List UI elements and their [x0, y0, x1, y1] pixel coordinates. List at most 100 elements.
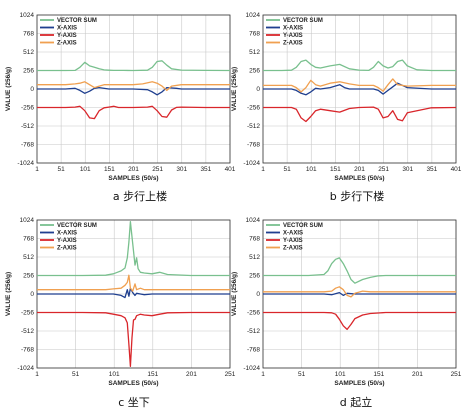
x-tick-label: 51 [284, 166, 292, 173]
y-axis-label: VALUE (256/g) [5, 67, 12, 111]
panel-caption: b 步行下楼 [330, 189, 384, 203]
y-tick-label: 512 [249, 254, 260, 261]
series-line-vector-sum [263, 59, 456, 72]
series-line-y-axis [263, 311, 456, 331]
y-tick-label: 768 [249, 31, 260, 38]
series-line-z-axis [263, 286, 456, 298]
chart-panel-3: 1 51 101 151 201 25110247685122560-256-512-76… [5, 217, 236, 409]
y-tick-label: 0 [30, 86, 34, 93]
legend-entry: Z-AXIS [57, 41, 77, 47]
y-tick-label: -256 [247, 310, 260, 317]
series-line-y-axis [37, 311, 230, 367]
y-tick-label: -1024 [17, 365, 34, 372]
x-tick-label: 51 [298, 371, 306, 378]
panel-caption: c 坐下 [118, 396, 150, 409]
x-tick-label: 251 [451, 371, 462, 378]
y-tick-label: 0 [256, 86, 260, 93]
series-line-y-axis [263, 106, 457, 123]
x-tick-label: 101 [109, 371, 120, 378]
panel-caption: d 起立 [340, 395, 372, 409]
legend-entry: Z-AXIS [57, 246, 77, 252]
y-tick-label: 0 [256, 291, 260, 298]
x-tick-label: 151 [147, 371, 158, 378]
series-line-z-axis [37, 81, 230, 92]
x-tick-label: 301 [176, 166, 187, 173]
y-tick-label: -1024 [17, 160, 34, 167]
x-tick-label: 351 [200, 166, 211, 173]
x-axis-label: SAMPLES (50/s) [334, 380, 384, 387]
y-tick-label: 768 [23, 236, 34, 243]
legend-entry: X-AXIS [283, 231, 303, 237]
x-tick-label: 201 [128, 166, 139, 173]
y-tick-label: 256 [249, 273, 260, 280]
y-tick-label: 256 [23, 68, 34, 75]
y-tick-label: -512 [247, 123, 260, 130]
series-line-x-axis [263, 291, 456, 297]
y-tick-label: 1024 [246, 12, 261, 19]
x-tick-label: 251 [152, 166, 163, 173]
x-tick-label: 51 [72, 371, 80, 378]
x-tick-label: 251 [225, 371, 236, 378]
y-tick-label: 768 [249, 236, 260, 243]
legend-entry: Y-AXIS [283, 238, 303, 244]
x-tick-label: 1 [261, 166, 265, 173]
x-tick-label: 351 [426, 166, 437, 173]
y-tick-label: -768 [21, 347, 34, 354]
y-tick-label: 256 [249, 68, 260, 75]
legend-entry: VECTOR SUM [57, 223, 97, 229]
y-axis-label: VALUE (256/g) [231, 272, 238, 316]
x-tick-label: 101 [306, 166, 317, 173]
y-tick-label: -768 [21, 142, 34, 149]
x-tick-label: 1 [35, 371, 39, 378]
legend-entry: X-AXIS [283, 26, 303, 32]
legend-entry: VECTOR SUM [283, 18, 323, 24]
y-tick-label: -512 [21, 123, 34, 130]
series-line-z-axis [263, 78, 456, 93]
y-tick-label: 0 [30, 291, 34, 298]
y-tick-label: -512 [21, 328, 34, 335]
chart-panel-2: 1 51 101 151 201 251 301 351 40110247685122560-2… [231, 12, 462, 203]
x-tick-label: 201 [354, 166, 365, 173]
chart-panel-4: 1 51 101 151 201 25110247685122560-256-512-76… [231, 217, 462, 409]
y-tick-label: -256 [247, 105, 260, 112]
series-line-vector-sum [37, 60, 231, 72]
y-axis-label: VALUE (256/g) [231, 67, 238, 111]
x-tick-label: 201 [186, 371, 197, 378]
y-tick-label: 512 [23, 254, 34, 261]
legend-entry: X-AXIS [57, 231, 77, 237]
series-line-vector-sum [37, 221, 230, 277]
x-axis-label: SAMPLES (50/s) [334, 175, 384, 182]
y-tick-label: -1024 [243, 160, 260, 167]
x-tick-label: 251 [378, 166, 389, 173]
legend-entry: Z-AXIS [283, 41, 303, 47]
y-tick-label: -512 [247, 328, 260, 335]
x-axis-label: SAMPLES (50/s) [108, 175, 158, 182]
series-line-x-axis [37, 86, 230, 96]
legend-entry: Y-AXIS [57, 238, 77, 244]
x-tick-label: 301 [402, 166, 413, 173]
series-line-x-axis [37, 287, 230, 299]
x-tick-label: 1 [35, 166, 39, 173]
y-tick-label: -768 [247, 347, 260, 354]
y-tick-label: 1024 [20, 12, 35, 19]
x-tick-label: 151 [373, 371, 384, 378]
y-tick-label: 512 [23, 49, 34, 56]
y-axis-label: VALUE (256/g) [5, 272, 12, 316]
x-tick-label: 401 [451, 166, 462, 173]
x-tick-label: 101 [80, 166, 91, 173]
y-tick-label: -768 [247, 142, 260, 149]
series-line-x-axis [263, 82, 456, 96]
y-tick-label: 512 [249, 49, 260, 56]
y-tick-label: 256 [23, 273, 34, 280]
x-tick-label: 51 [58, 166, 66, 173]
x-tick-label: 401 [225, 166, 236, 173]
legend-entry: VECTOR SUM [57, 18, 97, 24]
y-tick-label: -256 [21, 310, 34, 317]
panel-caption: a 步行上楼 [113, 189, 167, 203]
series-line-z-axis [37, 274, 230, 292]
chart-panel-1: 1 51 101 151 201 251 301 351 40110247685122560-2… [5, 12, 236, 203]
series-line-y-axis [37, 105, 230, 120]
x-tick-label: 101 [335, 371, 346, 378]
y-tick-label: -1024 [243, 365, 260, 372]
